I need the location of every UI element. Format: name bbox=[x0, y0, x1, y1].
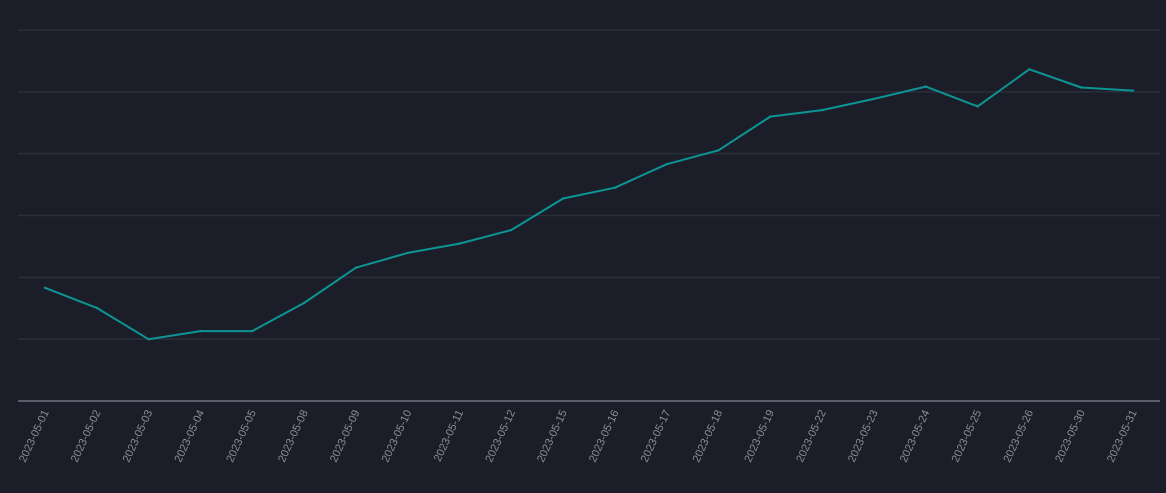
x-tick-label: 2023-05-05 bbox=[224, 408, 259, 464]
x-tick-label: 2023-05-08 bbox=[276, 408, 311, 464]
series-layer bbox=[43, 68, 1135, 341]
series-line-0 bbox=[44, 68, 1134, 341]
data-point-2023-05-12 bbox=[510, 228, 513, 232]
data-point-2023-05-17 bbox=[665, 162, 668, 166]
data-point-2023-05-16 bbox=[613, 186, 617, 189]
x-tick-label: 2023-05-03 bbox=[121, 408, 156, 464]
data-point-2023-05-26 bbox=[1028, 68, 1031, 71]
data-point-2023-05-05 bbox=[251, 329, 254, 333]
data-point-2023-05-04 bbox=[199, 329, 202, 333]
x-tick-label: 2023-05-17 bbox=[639, 408, 674, 464]
data-point-2023-05-02 bbox=[95, 306, 99, 310]
data-point-2023-05-23 bbox=[872, 97, 876, 101]
x-tick-label: 2023-05-10 bbox=[380, 408, 415, 464]
x-tick-label: 2023-05-26 bbox=[1001, 408, 1036, 464]
data-point-2023-05-22 bbox=[820, 108, 824, 112]
data-point-2023-05-24 bbox=[924, 85, 927, 88]
x-tick-label: 2023-05-09 bbox=[328, 408, 363, 464]
data-point-2023-05-03 bbox=[147, 337, 150, 341]
data-point-2023-05-15 bbox=[561, 197, 565, 200]
data-point-2023-05-11 bbox=[458, 242, 461, 245]
x-tick-label: 2023-05-11 bbox=[432, 408, 466, 463]
data-point-2023-05-09 bbox=[354, 266, 358, 269]
data-point-2023-05-01 bbox=[43, 286, 47, 290]
x-tick-label: 2023-05-23 bbox=[846, 408, 881, 464]
data-point-2023-05-18 bbox=[717, 149, 720, 152]
x-tick-label: 2023-05-24 bbox=[898, 408, 933, 464]
data-point-2023-05-08 bbox=[302, 301, 306, 305]
data-point-2023-05-30 bbox=[1079, 86, 1083, 89]
x-tick-label: 2023-05-19 bbox=[742, 408, 777, 464]
data-point-2023-05-31 bbox=[1131, 89, 1135, 92]
x-tick-label: 2023-05-18 bbox=[691, 408, 726, 464]
x-tick-label: 2023-05-12 bbox=[483, 408, 518, 464]
data-point-2023-05-19 bbox=[769, 115, 772, 118]
x-tick-label: 2023-05-22 bbox=[794, 408, 829, 464]
data-point-2023-05-25 bbox=[976, 105, 979, 108]
x-tick-label: 2023-05-04 bbox=[172, 408, 207, 464]
x-tick-label: 2023-05-31 bbox=[1105, 408, 1140, 464]
x-tick-labels: 2023-05-01 2023-05-02 2023-05-03 2023-05-04… bbox=[17, 408, 1140, 464]
x-tick-label: 2023-05-16 bbox=[587, 408, 622, 464]
x-tick-label: 2023-05-30 bbox=[1053, 408, 1088, 464]
x-tick-label: 2023-05-02 bbox=[69, 408, 104, 464]
gridlines bbox=[18, 29, 1160, 340]
data-point-2023-05-10 bbox=[406, 251, 409, 255]
x-tick-label: 2023-05-01 bbox=[17, 408, 52, 464]
x-tick-label: 2023-05-15 bbox=[535, 408, 570, 464]
x-tick-label: 2023-05-25 bbox=[950, 408, 985, 464]
